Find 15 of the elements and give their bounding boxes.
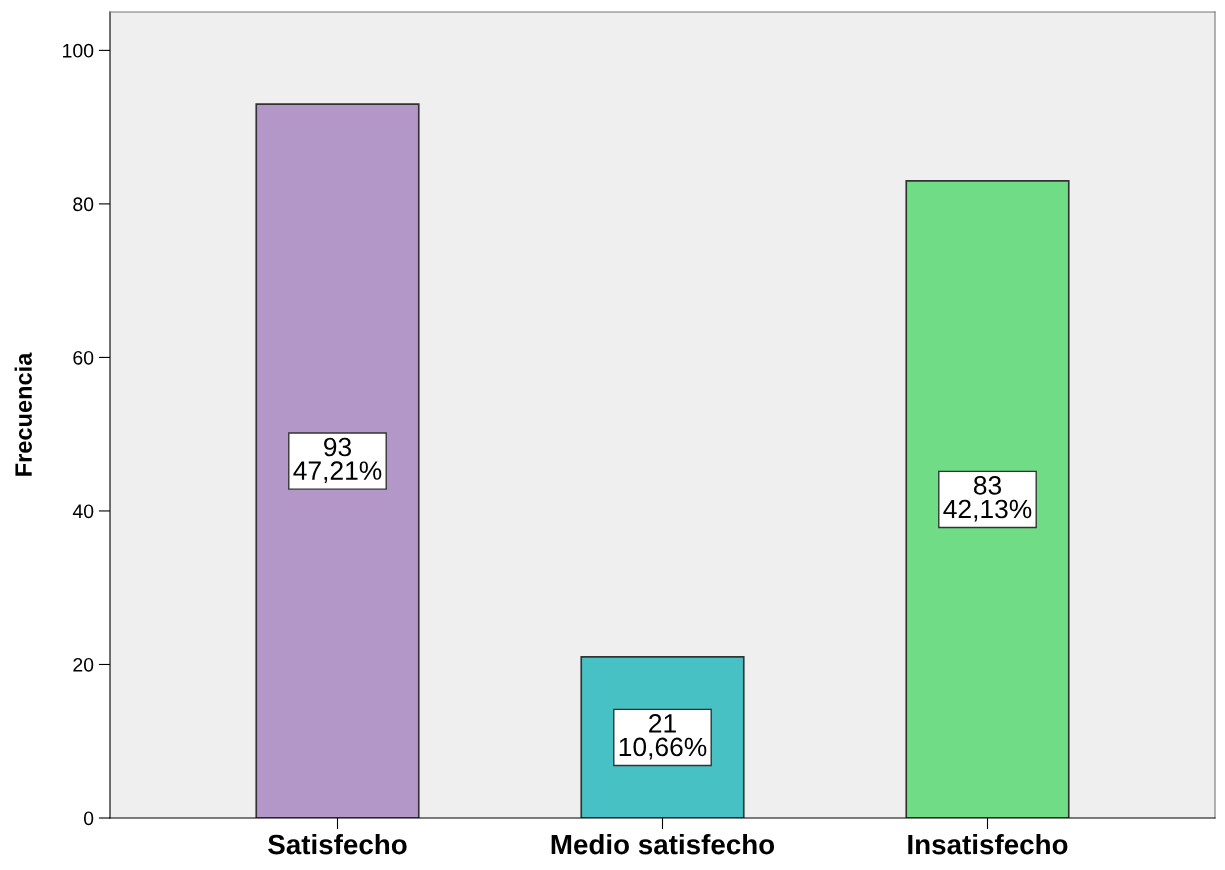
bar	[255, 103, 420, 818]
data-label: 21 10,66%	[619, 713, 707, 760]
y-tick-label: 60	[73, 350, 94, 365]
y-tick-label: 0	[83, 811, 94, 826]
x-tick-label: Satisfecho	[268, 833, 407, 855]
y-tick-label: 100	[63, 43, 94, 58]
x-tick-label: Medio satisfecho	[551, 833, 775, 855]
data-label: 93 47,21%	[293, 437, 382, 484]
x-tick-label: Insatisfecho	[908, 833, 1068, 855]
y-tick-label: 80	[73, 197, 94, 212]
y-axis-title: Frecuencia	[14, 352, 32, 476]
y-tick-label: 20	[73, 657, 94, 672]
bar	[905, 180, 1070, 818]
y-tick-label: 40	[72, 504, 94, 519]
data-label: 83 42,13%	[943, 476, 1032, 522]
